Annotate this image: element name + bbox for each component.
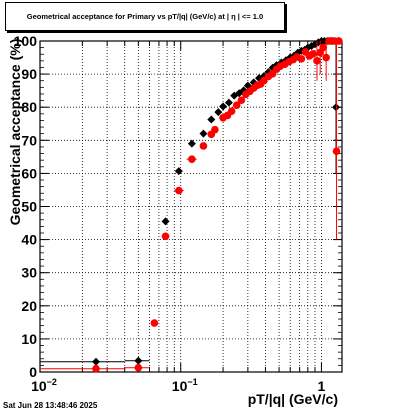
y-tick-label: 40 — [21, 232, 37, 248]
x-axis: 10−2 10−1 1 — [31, 41, 326, 394]
y-tick-label: 60 — [21, 165, 37, 181]
grid-lines — [40, 41, 342, 372]
data-point — [134, 356, 143, 365]
data-point — [319, 43, 328, 52]
y-tick-label: 90 — [21, 66, 37, 82]
chart-title: Geometrical acceptance for Primary vs pT… — [5, 2, 285, 31]
data-point — [219, 102, 228, 111]
y-tick-label: 0 — [29, 364, 37, 380]
series-red — [40, 37, 343, 373]
data-point — [207, 115, 216, 124]
data-point — [313, 57, 321, 65]
data-point — [161, 217, 170, 226]
data-point — [211, 125, 219, 134]
data-point — [332, 147, 341, 156]
x-tick-label: 10−1 — [172, 377, 198, 394]
y-tick-label: 50 — [21, 199, 37, 215]
data-point — [150, 319, 159, 327]
y-tick-label: 30 — [21, 265, 37, 281]
data-point — [161, 232, 170, 241]
data-point — [335, 37, 343, 45]
x-axis-label: pT/|q| (GeV/c) — [247, 391, 338, 407]
data-point — [214, 108, 223, 117]
data-point — [309, 50, 317, 58]
data-point — [92, 364, 100, 373]
y-tick-label: 10 — [21, 331, 37, 347]
data-point — [224, 98, 233, 107]
data-point — [187, 139, 196, 148]
data-series — [40, 37, 343, 373]
timestamp: Sat Jun 28 13:48:46 2025 — [3, 401, 98, 410]
data-point — [174, 167, 183, 176]
data-point — [237, 96, 246, 105]
data-point — [91, 357, 100, 366]
data-point — [249, 78, 258, 87]
y-tick-label: 70 — [21, 132, 37, 148]
y-tick-label: 80 — [21, 99, 37, 115]
y-axis-label: Geometrical acceptance (%) — [7, 38, 23, 226]
x-tick-label: 1 — [318, 378, 326, 394]
series-black — [40, 37, 343, 366]
y-tick-label: 100 — [14, 33, 38, 49]
data-point — [134, 363, 143, 372]
x-tick-label: 10−2 — [31, 377, 57, 394]
data-point — [199, 142, 208, 150]
data-point — [175, 186, 183, 195]
data-point — [188, 155, 196, 163]
data-point — [227, 107, 236, 115]
data-point — [232, 101, 241, 110]
y-tick-label: 20 — [21, 298, 37, 314]
y-axis: 0 10 20 30 40 50 60 70 80 90 100 — [14, 33, 342, 380]
data-point — [297, 55, 306, 63]
data-point — [322, 53, 330, 62]
data-point — [199, 129, 208, 138]
